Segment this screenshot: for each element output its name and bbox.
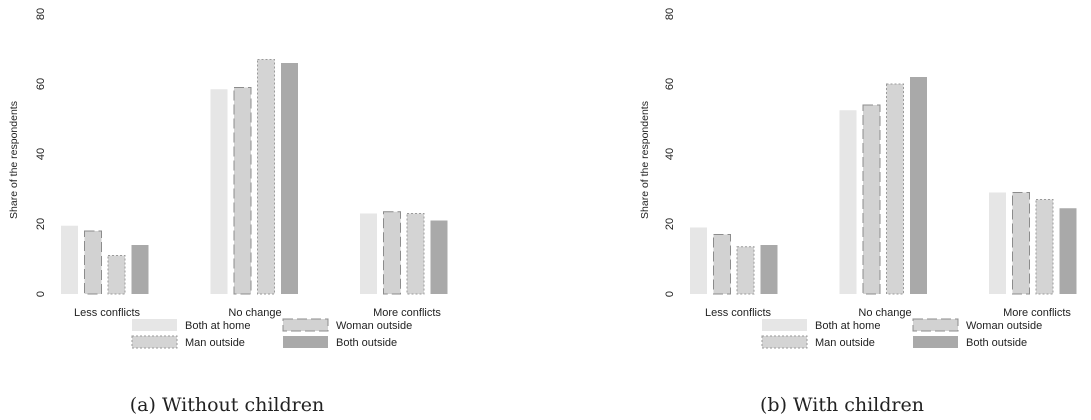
legend-label: Both at home	[815, 320, 880, 332]
x-category-label: No change	[858, 307, 911, 319]
y-tick-label: 40	[664, 148, 676, 160]
legend-label: Woman outside	[966, 320, 1042, 332]
legend-label: Both at home	[185, 320, 250, 332]
x-category-label: More conflicts	[1003, 307, 1071, 319]
legend-swatch	[131, 335, 178, 349]
bar-both-at-home-more-conflicts	[360, 213, 377, 294]
y-tick-label: 0	[664, 291, 676, 297]
legend-label: Both outside	[966, 337, 1027, 349]
y-axis-title: Share of the respondents	[639, 101, 651, 219]
legend-swatch	[132, 319, 177, 331]
y-tick-label: 40	[35, 148, 47, 160]
bar-both-at-home-no-change	[839, 110, 857, 294]
legend-swatch	[761, 335, 808, 349]
y-axis-title: Share of the respondents	[8, 101, 20, 219]
bar-both-outside-less-conflicts	[760, 245, 778, 294]
legend-label: Man outside	[815, 337, 875, 349]
panel-caption: (b) With children	[760, 394, 924, 416]
bar-man-outside-no-change	[257, 59, 275, 295]
bar-man-outside-no-change	[886, 83, 904, 295]
y-tick-label: 60	[664, 78, 676, 90]
bar-both-at-home-more-conflicts	[989, 192, 1006, 294]
y-tick-label: 80	[35, 8, 47, 20]
y-tick-label: 20	[35, 218, 47, 230]
legend-label: Woman outside	[336, 320, 412, 332]
bar-both-outside-less-conflicts	[131, 245, 149, 294]
bar-man-outside-more-conflicts	[1035, 199, 1054, 295]
y-tick-label: 60	[35, 78, 47, 90]
bar-woman-outside-no-change	[233, 87, 252, 295]
legend-swatch	[283, 336, 328, 348]
x-category-label: No change	[228, 307, 281, 319]
bar-woman-outside-no-change	[862, 104, 881, 295]
legend-label: Man outside	[185, 337, 245, 349]
legend-label: Both outside	[336, 337, 397, 349]
legend-swatch	[282, 318, 329, 332]
x-category-label: Less conflicts	[705, 307, 772, 319]
bar-both-at-home-no-change	[210, 89, 228, 294]
legend: Both at home Woman outside Man outside Both…	[761, 318, 1042, 349]
bar-man-outside-less-conflicts	[736, 246, 755, 295]
legend-swatch	[762, 319, 807, 331]
bar-both-outside-more-conflicts	[430, 220, 448, 294]
y-tick-label: 80	[664, 8, 676, 20]
bar-man-outside-less-conflicts	[107, 255, 126, 295]
bar-man-outside-more-conflicts	[406, 213, 425, 295]
bar-woman-outside-less-conflicts	[84, 230, 102, 295]
chart-panel-b: 0 20 40 60 80 Share of the respondents Less co…	[639, 8, 1077, 416]
x-category-label: More conflicts	[373, 307, 441, 319]
panel-caption: (a) Without children	[130, 394, 324, 416]
bar-both-outside-no-change	[281, 63, 298, 294]
bar-woman-outside-more-conflicts	[1012, 192, 1030, 295]
legend-swatch	[912, 318, 959, 332]
bar-both-outside-no-change	[910, 77, 927, 294]
legend: Both at home Woman outside Man outside Both…	[131, 318, 412, 349]
bar-woman-outside-more-conflicts	[383, 211, 401, 295]
bar-woman-outside-less-conflicts	[713, 234, 731, 295]
bar-both-at-home-less-conflicts	[690, 227, 707, 294]
x-category-label: Less conflicts	[74, 307, 141, 319]
y-tick-label: 20	[664, 218, 676, 230]
y-tick-label: 0	[35, 291, 47, 297]
bar-both-at-home-less-conflicts	[61, 225, 78, 294]
legend-swatch	[913, 336, 958, 348]
bar-both-outside-more-conflicts	[1059, 208, 1077, 294]
chart-panel-a: 0 20 40 60 80 Share of the respondents Less co…	[8, 8, 448, 416]
